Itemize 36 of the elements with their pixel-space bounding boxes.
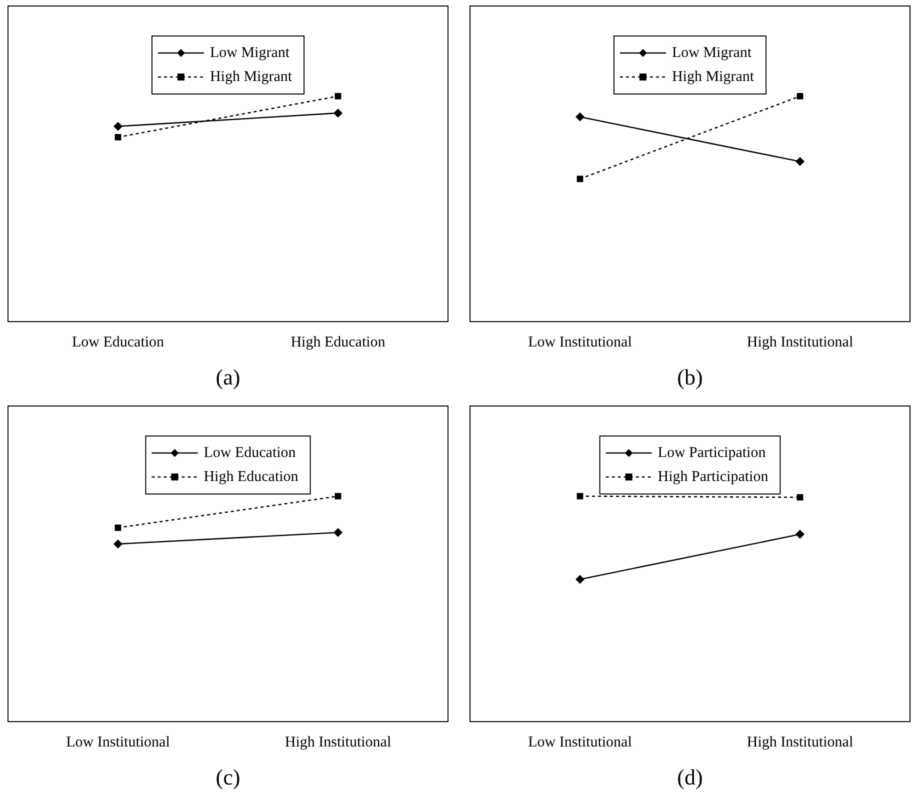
x-tick-label: High Institutional — [284, 734, 392, 751]
x-axis-title: (b) — [677, 364, 703, 390]
legend-label: Low Education — [204, 444, 296, 461]
legend-label: Low Migrant — [672, 44, 752, 61]
point — [334, 528, 342, 537]
x-tick-label: High Institutional — [746, 734, 854, 751]
x-axis-title: (d) — [677, 764, 703, 790]
point — [114, 134, 122, 140]
x-axis-title: (a) — [216, 364, 240, 390]
x-tick-label: Low Institutional — [528, 734, 632, 751]
point — [576, 492, 584, 500]
point — [114, 539, 122, 548]
legend-label: High Participation — [658, 468, 769, 485]
point — [796, 494, 804, 500]
point — [796, 92, 804, 100]
legend-label: High Migrant — [210, 68, 293, 85]
legend-label: Low Migrant — [210, 44, 290, 61]
legend-label: High Migrant — [672, 68, 755, 85]
x-tick-label: High Education — [290, 334, 386, 351]
point — [796, 530, 804, 539]
point — [796, 157, 804, 166]
x-tick-label: Low Institutional — [66, 734, 170, 751]
legend-label: High Education — [204, 468, 299, 485]
point — [114, 122, 122, 131]
point — [576, 574, 584, 584]
x-tick-label: Low Institutional — [528, 334, 632, 351]
x-tick-label: Low Education — [72, 334, 165, 351]
x-tick-label: High Institutional — [746, 334, 854, 351]
point — [114, 524, 122, 531]
point — [576, 176, 584, 182]
point — [576, 112, 584, 122]
legend-label: Low Participation — [658, 444, 766, 461]
point — [334, 108, 342, 118]
point — [334, 92, 342, 100]
x-axis-title: (c) — [216, 764, 240, 790]
point — [334, 492, 342, 500]
